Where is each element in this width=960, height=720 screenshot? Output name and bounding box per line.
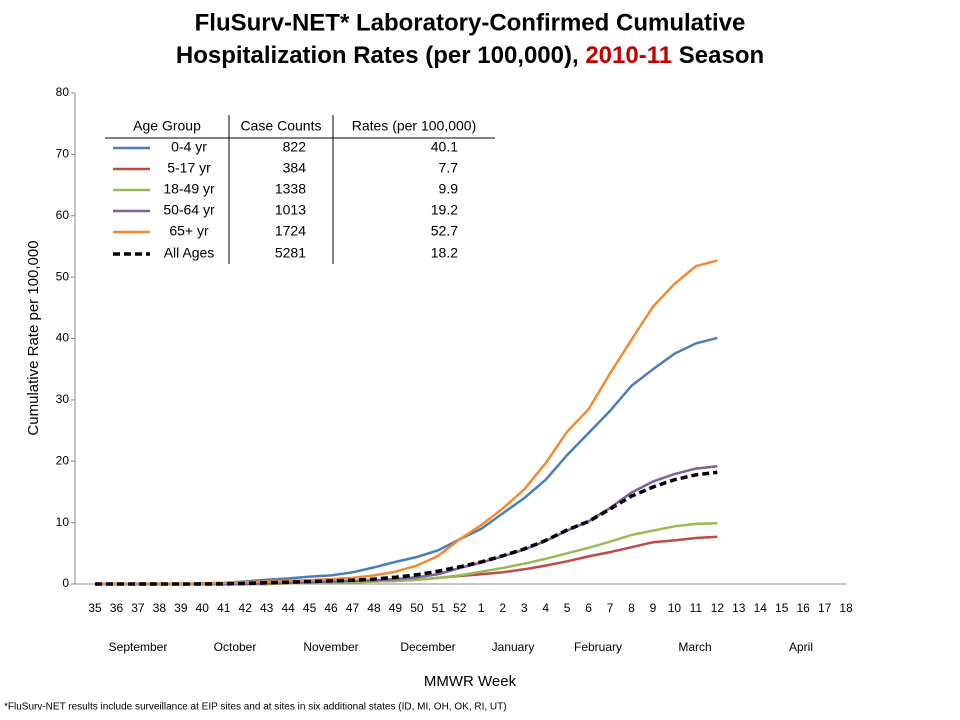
x-tick-label: 43 <box>260 601 274 615</box>
x-tick-label: 9 <box>650 601 657 615</box>
x-tick-label: 11 <box>690 601 703 615</box>
table-header: Age Group <box>133 118 201 134</box>
x-tick-label: 14 <box>754 601 768 615</box>
x-tick-label: 36 <box>110 601 124 615</box>
case-count: 1338 <box>275 181 306 197</box>
y-tick-label: 40 <box>56 331 70 345</box>
series-line <box>95 470 718 586</box>
month-label: December <box>400 640 455 654</box>
x-tick-label: 18 <box>839 601 853 615</box>
series-line <box>95 336 718 586</box>
y-tick-label: 10 <box>56 515 70 529</box>
month-label: October <box>214 640 257 654</box>
x-tick-label: 49 <box>389 601 403 615</box>
month-label: January <box>492 640 535 654</box>
y-tick-label: 70 <box>56 147 70 161</box>
month-label: November <box>303 640 358 654</box>
legend-label: 50-64 yr <box>163 202 215 218</box>
x-tick-label: 42 <box>239 601 253 615</box>
case-count: 822 <box>283 139 307 155</box>
x-tick-label: 17 <box>818 601 832 615</box>
month-label: September <box>109 640 168 654</box>
x-tick-label: 52 <box>453 601 467 615</box>
case-count: 1724 <box>275 223 306 239</box>
x-tick-label: 8 <box>628 601 635 615</box>
legend-label: 5-17 yr <box>167 160 211 176</box>
x-tick-label: 37 <box>131 601 145 615</box>
x-tick-label: 1 <box>478 601 485 615</box>
legend-label: 0-4 yr <box>171 139 207 155</box>
x-tick-label: 15 <box>775 601 789 615</box>
series-line <box>95 464 718 586</box>
legend-label: 65+ yr <box>169 223 209 239</box>
x-tick-label: 40 <box>196 601 210 615</box>
x-tick-label: 45 <box>303 601 317 615</box>
y-axis-label: Cumulative Rate per 100,000 <box>25 240 42 435</box>
legend-label: All Ages <box>164 245 215 261</box>
y-tick-label: 80 <box>56 85 70 99</box>
x-tick-label: 50 <box>410 601 424 615</box>
title-text: Season <box>679 42 764 69</box>
x-axis-label: MMWR Week <box>424 673 517 690</box>
x-tick-label: 44 <box>281 601 295 615</box>
y-tick-label: 0 <box>62 576 69 590</box>
title-highlight: 2010-11 <box>585 42 672 69</box>
month-label: April <box>789 640 813 654</box>
rate: 40.1 <box>431 139 458 155</box>
x-tick-label: 7 <box>607 601 614 615</box>
x-tick-label: 6 <box>585 601 592 615</box>
table-header: Case Counts <box>241 118 322 134</box>
rate: 52.7 <box>431 223 458 239</box>
chart-title: FluSurv-NET* Laboratory-Confirmed Cumula… <box>195 9 746 36</box>
month-label: February <box>574 640 622 654</box>
series-line <box>95 259 718 586</box>
table-header: Rates (per 100,000) <box>352 118 477 134</box>
rate: 18.2 <box>431 245 458 261</box>
x-tick-label: 35 <box>88 601 102 615</box>
x-tick-label: 4 <box>542 601 549 615</box>
x-tick-label: 41 <box>217 601 231 615</box>
y-tick-label: 20 <box>56 453 70 467</box>
x-tick-label: 16 <box>797 601 811 615</box>
chart-title: Hospitalization Rates (per 100,000), 201… <box>176 42 764 69</box>
x-tick-label: 3 <box>521 601 528 615</box>
title-text: Hospitalization Rates (per 100,000), <box>176 42 579 69</box>
case-count: 384 <box>283 160 307 176</box>
x-tick-label: 10 <box>668 601 682 615</box>
y-tick-label: 30 <box>56 392 70 406</box>
rate: 19.2 <box>431 202 458 218</box>
month-label: March <box>678 640 711 654</box>
case-count: 5281 <box>275 245 306 261</box>
x-tick-label: 38 <box>153 601 167 615</box>
x-tick-label: 47 <box>346 601 360 615</box>
y-tick-label: 50 <box>56 269 70 283</box>
y-tick-label: 60 <box>56 208 70 222</box>
x-tick-label: 46 <box>324 601 338 615</box>
x-tick-label: 51 <box>432 601 446 615</box>
rate: 9.9 <box>439 181 459 197</box>
x-tick-label: 12 <box>711 601 725 615</box>
x-tick-label: 13 <box>732 601 746 615</box>
case-count: 1013 <box>275 202 306 218</box>
rate: 7.7 <box>439 160 459 176</box>
x-tick-label: 2 <box>499 601 506 615</box>
x-tick-label: 48 <box>367 601 381 615</box>
x-tick-label: 39 <box>174 601 188 615</box>
footnote: *FluSurv-NET results include surveillanc… <box>4 702 507 713</box>
x-tick-label: 5 <box>564 601 571 615</box>
legend-label: 18-49 yr <box>163 181 215 197</box>
